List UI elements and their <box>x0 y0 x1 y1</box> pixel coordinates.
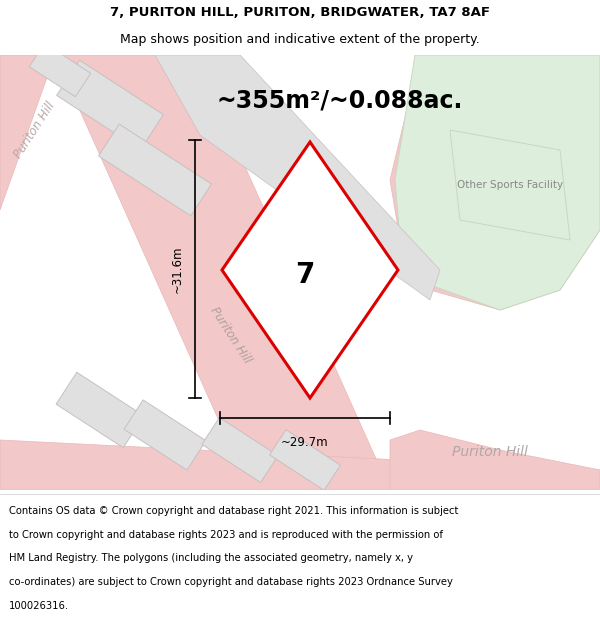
Polygon shape <box>390 430 600 490</box>
Polygon shape <box>98 124 211 216</box>
Text: Puriton Hill: Puriton Hill <box>452 445 528 459</box>
Polygon shape <box>56 372 144 448</box>
Polygon shape <box>0 55 55 210</box>
Polygon shape <box>202 418 278 482</box>
Polygon shape <box>124 400 206 470</box>
Text: 100026316.: 100026316. <box>9 601 69 611</box>
Polygon shape <box>395 55 600 310</box>
Text: HM Land Registry. The polygons (including the associated geometry, namely x, y: HM Land Registry. The polygons (includin… <box>9 554 413 564</box>
Text: Other Sports Facility: Other Sports Facility <box>457 180 563 190</box>
Text: ~29.7m: ~29.7m <box>281 436 329 449</box>
Text: ~31.6m: ~31.6m <box>170 245 184 292</box>
Polygon shape <box>0 440 600 490</box>
Polygon shape <box>29 43 91 97</box>
Text: 7: 7 <box>295 261 314 289</box>
Polygon shape <box>56 60 163 150</box>
Text: Puriton Hill: Puriton Hill <box>207 304 253 366</box>
Text: Puriton Hill: Puriton Hill <box>12 99 58 161</box>
Text: 7, PURITON HILL, PURITON, BRIDGWATER, TA7 8AF: 7, PURITON HILL, PURITON, BRIDGWATER, TA… <box>110 6 490 19</box>
Polygon shape <box>55 55 390 490</box>
Text: to Crown copyright and database rights 2023 and is reproduced with the permissio: to Crown copyright and database rights 2… <box>9 530 443 540</box>
Polygon shape <box>155 55 440 300</box>
Text: Map shows position and indicative extent of the property.: Map shows position and indicative extent… <box>120 33 480 46</box>
Polygon shape <box>222 142 398 398</box>
Polygon shape <box>390 55 600 310</box>
Text: co-ordinates) are subject to Crown copyright and database rights 2023 Ordnance S: co-ordinates) are subject to Crown copyr… <box>9 577 453 587</box>
Polygon shape <box>450 130 570 240</box>
Text: ~355m²/~0.088ac.: ~355m²/~0.088ac. <box>217 88 463 112</box>
Text: Contains OS data © Crown copyright and database right 2021. This information is : Contains OS data © Crown copyright and d… <box>9 506 458 516</box>
Polygon shape <box>269 430 340 490</box>
